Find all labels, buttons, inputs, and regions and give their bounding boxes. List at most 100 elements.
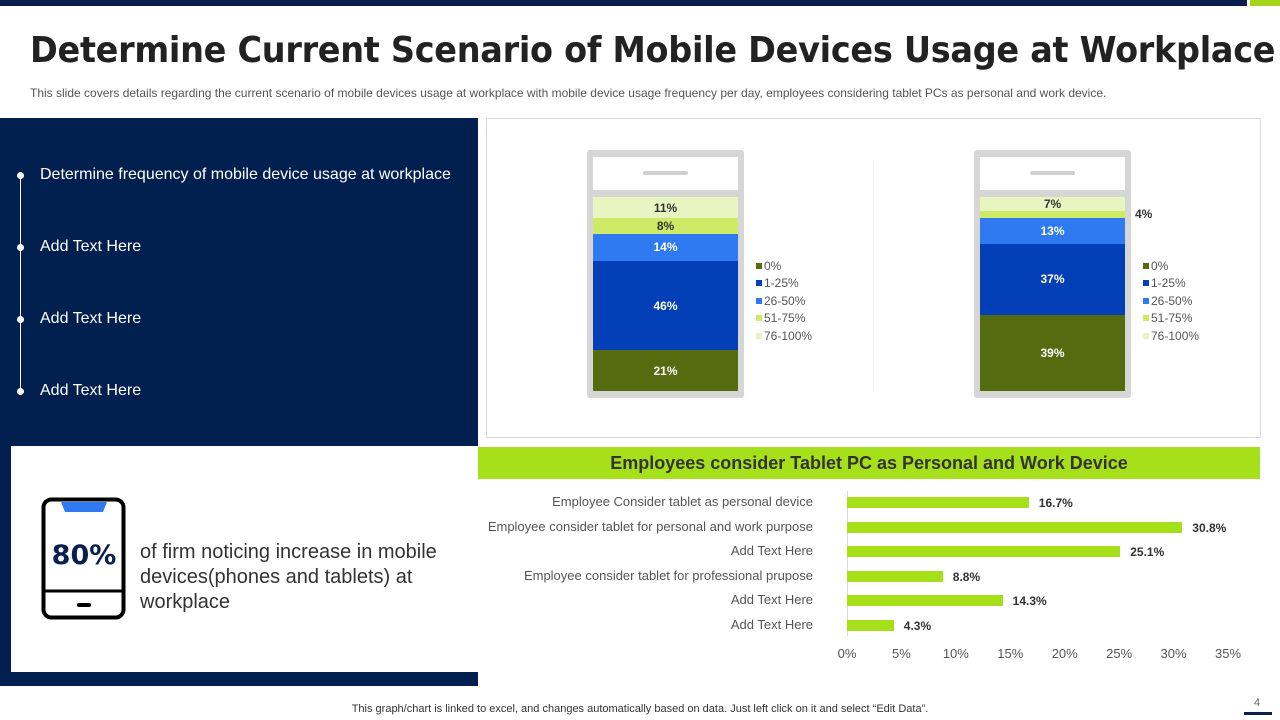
data-label: 14.3% xyxy=(1012,594,1047,608)
data-label-76-100%: 7% xyxy=(1043,196,1062,211)
bar-axis xyxy=(847,491,848,636)
bar xyxy=(847,595,1003,606)
footer-note: This graph/chart is linked to excel, and… xyxy=(351,703,929,715)
data-label-26-50%: 13% xyxy=(1040,223,1065,238)
timeline-line xyxy=(20,175,21,391)
x-tick-label: 20% xyxy=(1051,646,1078,661)
legend-swatch xyxy=(1143,262,1149,269)
legend-label: 0% xyxy=(1151,258,1169,273)
legend-label: 76-100% xyxy=(1151,328,1200,343)
bar xyxy=(847,497,1029,508)
legend-item: 26-50% xyxy=(756,292,812,310)
data-label: 8.8% xyxy=(952,569,981,584)
chart-legend: 0% 1-25% 26-50% 51-75% 76-100% xyxy=(1143,257,1199,345)
x-tick-label: 10% xyxy=(942,646,969,661)
timeline-dot xyxy=(17,172,24,179)
top-accent-bar xyxy=(0,0,1247,6)
legend-label: 26-50% xyxy=(1151,293,1193,308)
legend-item: 1-25% xyxy=(1143,275,1199,293)
data-label: 16.7% xyxy=(1038,496,1073,510)
page-title: Determine Current Scenario of Mobile Dev… xyxy=(30,30,1276,71)
stack-segment-51-75% xyxy=(980,210,1125,219)
legend-item: 76-100% xyxy=(756,327,812,345)
x-tick-label: 15% xyxy=(997,646,1024,661)
stack-segment-76-100% xyxy=(980,197,1125,211)
legend-label: 76-100% xyxy=(764,328,813,343)
bar xyxy=(847,546,1121,557)
stack-segment-76-100% xyxy=(593,197,738,219)
data-label-1-25%: 46% xyxy=(653,298,678,313)
legend-swatch xyxy=(756,297,762,304)
x-tick-label: 0% xyxy=(837,646,857,661)
page-subtitle: This slide covers details regarding the … xyxy=(30,86,1107,100)
bar xyxy=(847,521,1183,533)
legend-swatch xyxy=(756,332,762,339)
tablet-pc-bar-chart[interactable]: Employee Consider tablet as personal dev… xyxy=(478,479,1260,669)
stat-description: of firm noticing increase in mobile devi… xyxy=(140,541,437,613)
legend-swatch xyxy=(1143,280,1149,287)
stack-segment-26-50% xyxy=(593,233,738,262)
legend-label: 26-50% xyxy=(764,293,806,308)
chart-divider xyxy=(873,160,874,390)
data-label-0%: 39% xyxy=(1040,346,1065,361)
data-label-76-100%: 11% xyxy=(653,200,678,215)
legend-item: 76-100% xyxy=(1143,327,1199,345)
chart-legend: 0% 1-25% 26-50% 51-75% 76-100% xyxy=(756,257,812,345)
legend-swatch xyxy=(756,262,762,269)
data-label-26-50%: 14% xyxy=(653,240,678,255)
timeline-dot xyxy=(17,316,24,323)
phone-speaker xyxy=(1030,171,1075,175)
mobile-phone-icon xyxy=(41,497,126,620)
legend-label: 1-25% xyxy=(764,276,799,291)
data-label: 30.8% xyxy=(1192,520,1227,535)
legend-item: 51-75% xyxy=(756,310,812,328)
bar xyxy=(847,570,943,582)
legend-item: 0% xyxy=(1143,257,1199,275)
legend-item: 1-25% xyxy=(756,275,812,293)
legend-swatch xyxy=(1143,315,1149,322)
data-label-51-75%: 4% xyxy=(1135,207,1153,222)
top-accent-green xyxy=(1250,0,1280,6)
category-label: Employee consider tablet for professiona… xyxy=(523,567,813,583)
timeline-item: Add Text Here xyxy=(40,238,142,255)
stack-segment-0% xyxy=(980,315,1125,391)
bar xyxy=(847,619,894,631)
category-label: Add Text Here xyxy=(730,543,813,558)
stack-segment-1-25% xyxy=(593,261,738,351)
page-number: 4 xyxy=(1254,697,1261,709)
phone-speaker xyxy=(643,171,688,175)
timeline-item: Determine frequency of mobile device usa… xyxy=(40,166,451,183)
legend-label: 0% xyxy=(764,258,782,273)
data-label: 25.1% xyxy=(1130,545,1165,559)
legend-label: 1-25% xyxy=(1151,276,1186,291)
data-label: 4.3% xyxy=(903,618,932,633)
data-label-1-25%: 37% xyxy=(1040,272,1065,287)
timeline-item: Add Text Here xyxy=(40,310,142,327)
stack-segment-26-50% xyxy=(980,218,1125,244)
stat-value: 80% xyxy=(51,540,117,571)
category-label: Add Text Here xyxy=(730,592,813,607)
stack-segment-0% xyxy=(593,350,738,391)
category-label: Employee Consider tablet as personal dev… xyxy=(552,494,813,509)
x-tick-label: 35% xyxy=(1214,646,1242,661)
stack-segment-1-25% xyxy=(980,243,1125,316)
data-label-0%: 21% xyxy=(653,363,678,378)
category-label: Employee consider tablet for personal an… xyxy=(487,518,813,534)
legend-label: 51-75% xyxy=(764,311,806,326)
legend-swatch xyxy=(756,315,762,322)
legend-item: 51-75% xyxy=(1143,310,1199,328)
bar-chart-title: Employees consider Tablet PC as Personal… xyxy=(478,447,1260,479)
legend-swatch xyxy=(1143,332,1149,339)
x-tick-label: 25% xyxy=(1106,646,1133,661)
stack-segment-51-75% xyxy=(593,218,738,234)
data-label-51-75%: 8% xyxy=(656,219,675,234)
legend-label: 51-75% xyxy=(1151,311,1193,326)
x-tick-label: 30% xyxy=(1160,646,1187,661)
timeline-item: Add Text Here xyxy=(40,382,142,399)
legend-swatch xyxy=(756,280,762,287)
timeline-dot xyxy=(17,244,24,251)
category-label: Add Text Here xyxy=(730,616,813,632)
legend-item: 26-50% xyxy=(1143,292,1199,310)
page-number-underline xyxy=(1244,712,1272,715)
timeline-dot xyxy=(17,388,24,395)
